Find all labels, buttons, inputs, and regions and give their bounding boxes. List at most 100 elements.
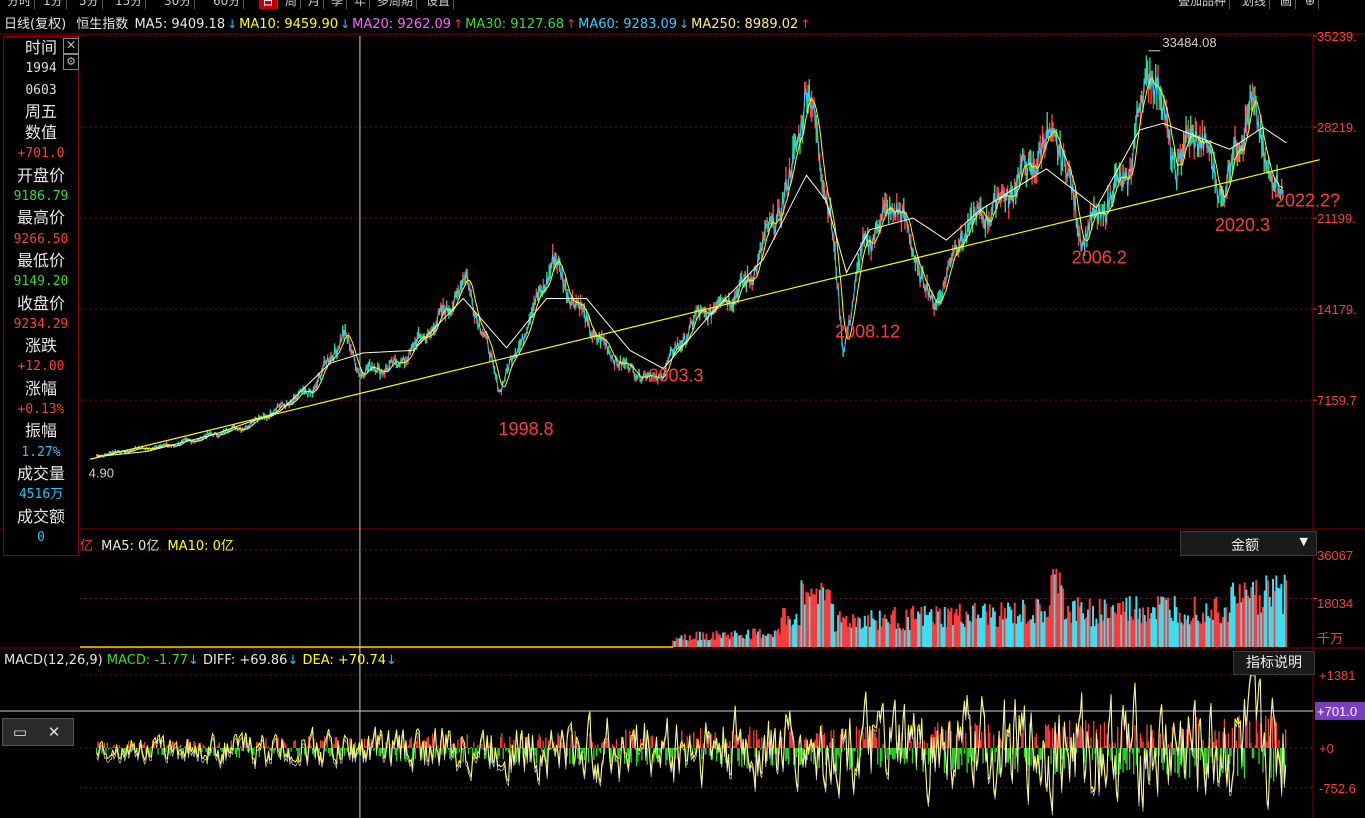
- info-row-1: 1994: [25, 61, 57, 77]
- annotation-5: 2006.2: [1072, 248, 1127, 268]
- info-row-13: 9234.29: [13, 316, 69, 332]
- info-row-9: 9266.50: [13, 231, 69, 247]
- period-tab-6[interactable]: 日: [259, 0, 279, 9]
- info-row-22: 成交额: [16, 506, 65, 526]
- annotation-6: 2020.3: [1215, 215, 1270, 235]
- top-right-tab-1[interactable]: 划线: [1239, 0, 1271, 9]
- floating-toolbar: ▭ ✕: [2, 718, 74, 746]
- info-row-7: 9186.79: [13, 189, 69, 205]
- chart-type-label: 日线(复权): [4, 17, 67, 32]
- volume-ma10: MA10: 0亿: [167, 539, 234, 554]
- diff-value: DIFF: +69.86: [203, 653, 288, 668]
- close-icon[interactable]: ✕: [63, 38, 79, 54]
- y-tick-label-3: 14179.: [1317, 302, 1357, 317]
- ma-legend: 日线(复权) 恒生指数 MA5: 9409.18 ↓ MA10: 9459.90 ↓ M…: [4, 13, 814, 32]
- annotation-7: 2022.2?: [1275, 191, 1340, 211]
- macd-cursor-tag-label: +701.0: [1317, 704, 1357, 719]
- ma-long-line: [96, 122, 1287, 458]
- period-toolbar: 分时 1分 5分 15分 30分 60分 日周月季年多周期 设置 叠加品种 划线画 ⊕: [0, 0, 1365, 9]
- info-row-20: 成交量: [16, 463, 65, 483]
- annotation-4: 2008.12: [835, 322, 900, 342]
- dea-arrow: ↓: [386, 653, 397, 668]
- top-right-tab-3[interactable]: ⊕: [1302, 0, 1320, 9]
- info-row-17: +0.13%: [17, 402, 65, 418]
- period-tab-5[interactable]: 60分: [210, 0, 245, 9]
- macd-cursor-tag: [1315, 701, 1365, 720]
- ma-arrow-2: ↑: [453, 17, 464, 31]
- dea-value: DEA: +70.74: [302, 653, 387, 668]
- ma-arrow-1: ↓: [340, 17, 351, 31]
- info-row-18: 振幅: [24, 421, 57, 441]
- info-row-5: +701.0: [17, 146, 65, 162]
- macd-title: MACD(12,26,9): [4, 653, 103, 668]
- ma-arrow-5: ↑: [800, 17, 811, 31]
- info-row-0: 时间: [24, 38, 57, 57]
- ma-arrow-3: ↑: [566, 17, 577, 31]
- ma-label-5: MA250: 8989.02: [691, 17, 799, 32]
- period-tab-4[interactable]: 30分: [161, 0, 196, 9]
- info-row-15: +12.00: [17, 359, 65, 375]
- top-right-tab-2[interactable]: 画: [1277, 0, 1297, 9]
- top-right-tab-0[interactable]: 叠加品种: [1175, 0, 1231, 9]
- y-tick-label-2: 21199.: [1317, 211, 1356, 226]
- period-tab-1[interactable]: 1分: [40, 0, 67, 9]
- period-tab-0[interactable]: 分时: [4, 0, 36, 9]
- period-tab-9[interactable]: 季: [328, 0, 348, 9]
- info-row-14: 涨跌: [24, 336, 57, 356]
- info-row-21: 4516万: [18, 487, 64, 503]
- crosshair-info-panel: 时间 1994 0603 周五 数值 +701.0 开盘价 9186.79 最高价 9266.50…: [3, 36, 79, 556]
- macd-tick-label-0: +1381: [1319, 668, 1356, 683]
- info-row-3: 周五: [24, 101, 57, 121]
- volume-unit: 亿: [80, 539, 94, 554]
- gear-icon[interactable]: ⚙: [63, 54, 79, 70]
- period-tab-10[interactable]: 年: [351, 0, 371, 9]
- period-tab-2[interactable]: 5分: [76, 0, 103, 9]
- y-tick-label-1: 28219.: [1317, 120, 1357, 135]
- window-restore-icon[interactable]: ▭: [12, 723, 28, 741]
- volume-ma5: MA5: 0亿: [101, 539, 160, 554]
- annotation-0: 33484.08: [1162, 35, 1216, 50]
- close-icon[interactable]: ✕: [47, 723, 61, 741]
- ma-arrow-4: ↓: [679, 17, 690, 31]
- y-tick-label-4: 7159.7: [1317, 393, 1357, 408]
- info-row-6: 开盘价: [16, 165, 65, 185]
- info-row-4: 数值: [24, 123, 57, 143]
- period-tab-7[interactable]: 周: [282, 0, 302, 9]
- period-tab-8[interactable]: 月: [305, 0, 325, 9]
- indicator-explain-button[interactable]: 指标说明: [1233, 651, 1315, 675]
- volume-metric-select[interactable]: 金额 ▼: [1180, 531, 1317, 556]
- ma-label-3: MA30: 9127.68: [465, 17, 565, 32]
- macd-value: MACD: -1.77: [106, 653, 188, 668]
- period-tab-3[interactable]: 15分: [112, 0, 147, 9]
- index-name: 恒生指数: [76, 17, 129, 32]
- ma-label-4: MA60: 9283.09: [578, 17, 678, 32]
- diff-arrow: ↓: [287, 653, 299, 668]
- volume-legend: 亿 MA5: 0亿 MA10: 0亿: [80, 535, 234, 554]
- vol-tick-label-1: 18034: [1317, 596, 1353, 611]
- info-row-8: 最高价: [16, 208, 65, 228]
- info-row-11: 9149.20: [13, 274, 69, 290]
- info-row-16: 涨幅: [24, 378, 57, 398]
- macd-tick-label-2: -752.6: [1319, 781, 1356, 796]
- chevron-down-icon: ▼: [1299, 535, 1308, 548]
- annotation-1: 4.90: [89, 465, 114, 480]
- ma-label-2: MA20: 9262.09: [352, 17, 452, 32]
- vol-tick-label-2: 千万: [1317, 631, 1343, 646]
- ma-label-0: MA5: 9409.18: [134, 17, 226, 32]
- annotation-3: 2003.3: [649, 366, 704, 386]
- period-tab-11[interactable]: 多周期: [374, 0, 418, 9]
- macd-legend: MACD(12,26,9) MACD: -1.77↓ DIFF: +69.86↓…: [4, 653, 397, 668]
- volume-metric-value: 金额: [1231, 538, 1259, 554]
- info-row-12: 收盘价: [16, 293, 65, 313]
- info-row-2: 0603: [25, 82, 57, 98]
- vol-tick-label-0: 36067: [1317, 548, 1353, 563]
- ma-label-1: MA10: 9459.90: [239, 17, 339, 32]
- ma-arrow-0: ↓: [227, 17, 238, 31]
- macd-tick-label-1: +0: [1319, 741, 1334, 756]
- ma-short-line: [96, 76, 1284, 457]
- diff-line: [96, 673, 1287, 816]
- macd-arrow: ↓: [188, 653, 199, 668]
- period-tab-12[interactable]: 设置: [423, 0, 455, 9]
- annotation-2: 1998.8: [499, 419, 554, 439]
